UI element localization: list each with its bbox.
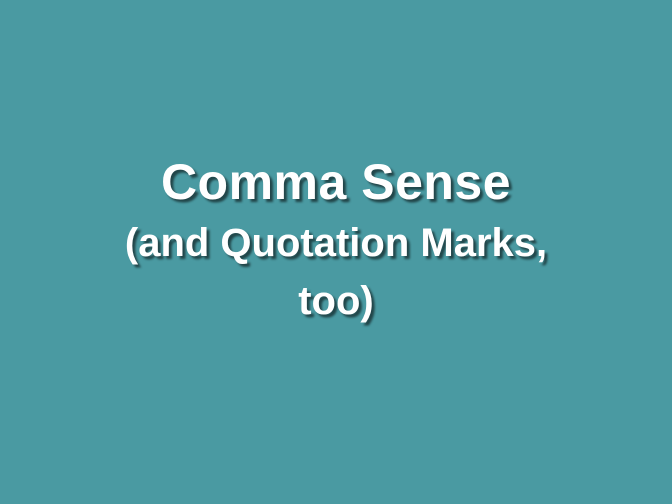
- title-line-subtitle-end: too): [298, 279, 374, 323]
- slide-title: Comma Sense (and Quotation Marks, too): [0, 150, 672, 330]
- title-line-subtitle: (and Quotation Marks,: [124, 221, 548, 265]
- title-line-main: Comma Sense: [160, 154, 512, 210]
